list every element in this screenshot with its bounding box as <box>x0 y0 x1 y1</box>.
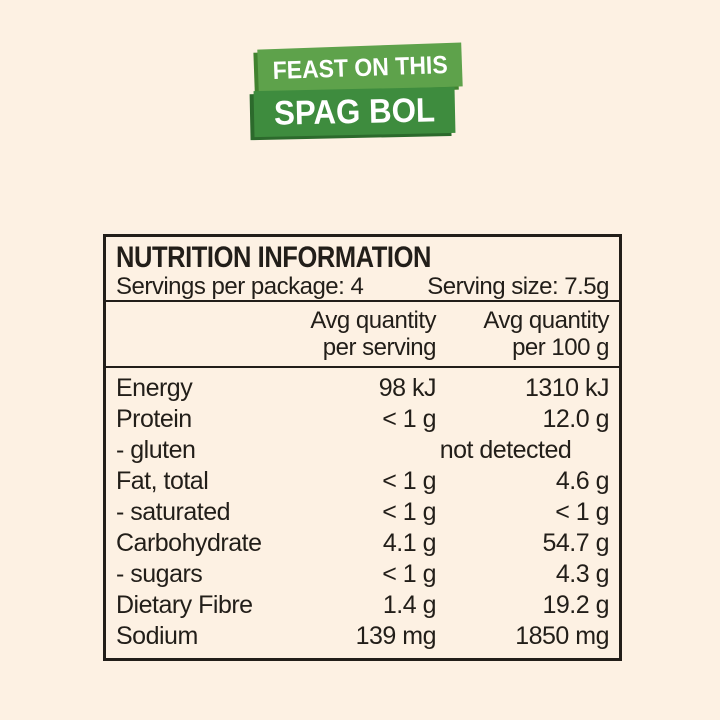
per-100g-value: < 1 g <box>555 498 609 526</box>
per-serving-value: < 1 g <box>382 498 436 526</box>
per-serving-value: 1.4 g <box>382 591 437 619</box>
nutrition-information-panel: NUTRITION INFORMATION Servings per packa… <box>103 234 622 661</box>
per-100g-value: 54.7 g <box>542 529 609 557</box>
table-row: Energy 98 kJ 1310 kJ <box>116 373 610 404</box>
per-100g-line1: Avg quantity <box>483 307 609 334</box>
table-row: Sodium 139 mg 1850 mg <box>116 621 610 652</box>
product-badge: SPAG BOL <box>253 86 456 138</box>
per-serving-value: < 1 g <box>382 405 436 433</box>
per-serving-value: < 1 g <box>382 560 436 588</box>
per-100g-value: 4.3 g <box>555 560 610 588</box>
table-title: NUTRITION INFORMATION <box>116 241 431 274</box>
per-serving-value: < 1 g <box>382 467 436 495</box>
nutrient-label: Dietary Fibre <box>116 591 253 619</box>
brand-badge: FEAST ON THIS <box>257 42 463 94</box>
column-header-per-serving: Avg quantity per serving <box>262 307 436 361</box>
table-row: - gluten not detected <box>116 435 609 466</box>
span-value: not detected <box>439 436 572 464</box>
serving-size: Serving size: 7.5g <box>427 273 609 300</box>
table-row: Protein < 1 g 12.0 g <box>116 404 610 435</box>
table-row: - saturated < 1 g < 1 g <box>116 497 610 528</box>
per-serving-line2: per serving <box>322 334 437 361</box>
brand-name: FEAST ON THIS <box>272 50 448 85</box>
divider <box>106 300 619 302</box>
table-header-section: NUTRITION INFORMATION Servings per packa… <box>106 237 619 301</box>
per-serving-value: 139 mg <box>355 622 437 650</box>
per-serving-value: 4.1 g <box>382 529 437 557</box>
nutrient-label: - saturated <box>116 498 231 526</box>
table-row: Carbohydrate 4.1 g 54.7 g <box>116 528 610 559</box>
nutrient-label: Fat, total <box>116 467 209 495</box>
per-100g-value: 12.0 g <box>542 405 609 433</box>
product-name: SPAG BOL <box>273 90 436 133</box>
column-header-row: Avg quantity per serving Avg quantity pe… <box>106 302 619 366</box>
nutrient-label: Sodium <box>116 622 198 650</box>
per-100g-value: 19.2 g <box>542 591 609 619</box>
nutrient-label: - gluten <box>116 436 196 464</box>
per-serving-value: 98 kJ <box>378 374 437 402</box>
nutrient-label: Energy <box>116 374 193 402</box>
nutrient-label: Carbohydrate <box>116 529 262 557</box>
table-row: Fat, total < 1 g 4.6 g <box>116 466 610 497</box>
column-header-spacer <box>116 307 262 361</box>
table-rows: Energy 98 kJ 1310 kJ Protein < 1 g 12.0 … <box>106 368 619 658</box>
servings-per-package: Servings per package: 4 <box>116 273 364 300</box>
serving-info-row: Servings per package: 4 Serving size: 7.… <box>116 273 609 300</box>
per-100g-value: 4.6 g <box>555 467 610 495</box>
per-100g-line2: per 100 g <box>512 334 609 361</box>
per-100g-value: 1850 mg <box>515 622 609 650</box>
per-serving-line1: Avg quantity <box>310 307 436 334</box>
table-row: - sugars < 1 g 4.3 g <box>116 559 610 590</box>
table-row: Dietary Fibre 1.4 g 19.2 g <box>116 590 610 621</box>
nutrient-label: Protein <box>116 405 192 433</box>
divider <box>106 366 619 368</box>
nutrient-label: - sugars <box>116 560 203 588</box>
column-header-per-100g: Avg quantity per 100 g <box>436 307 609 361</box>
per-100g-value: 1310 kJ <box>524 374 610 402</box>
